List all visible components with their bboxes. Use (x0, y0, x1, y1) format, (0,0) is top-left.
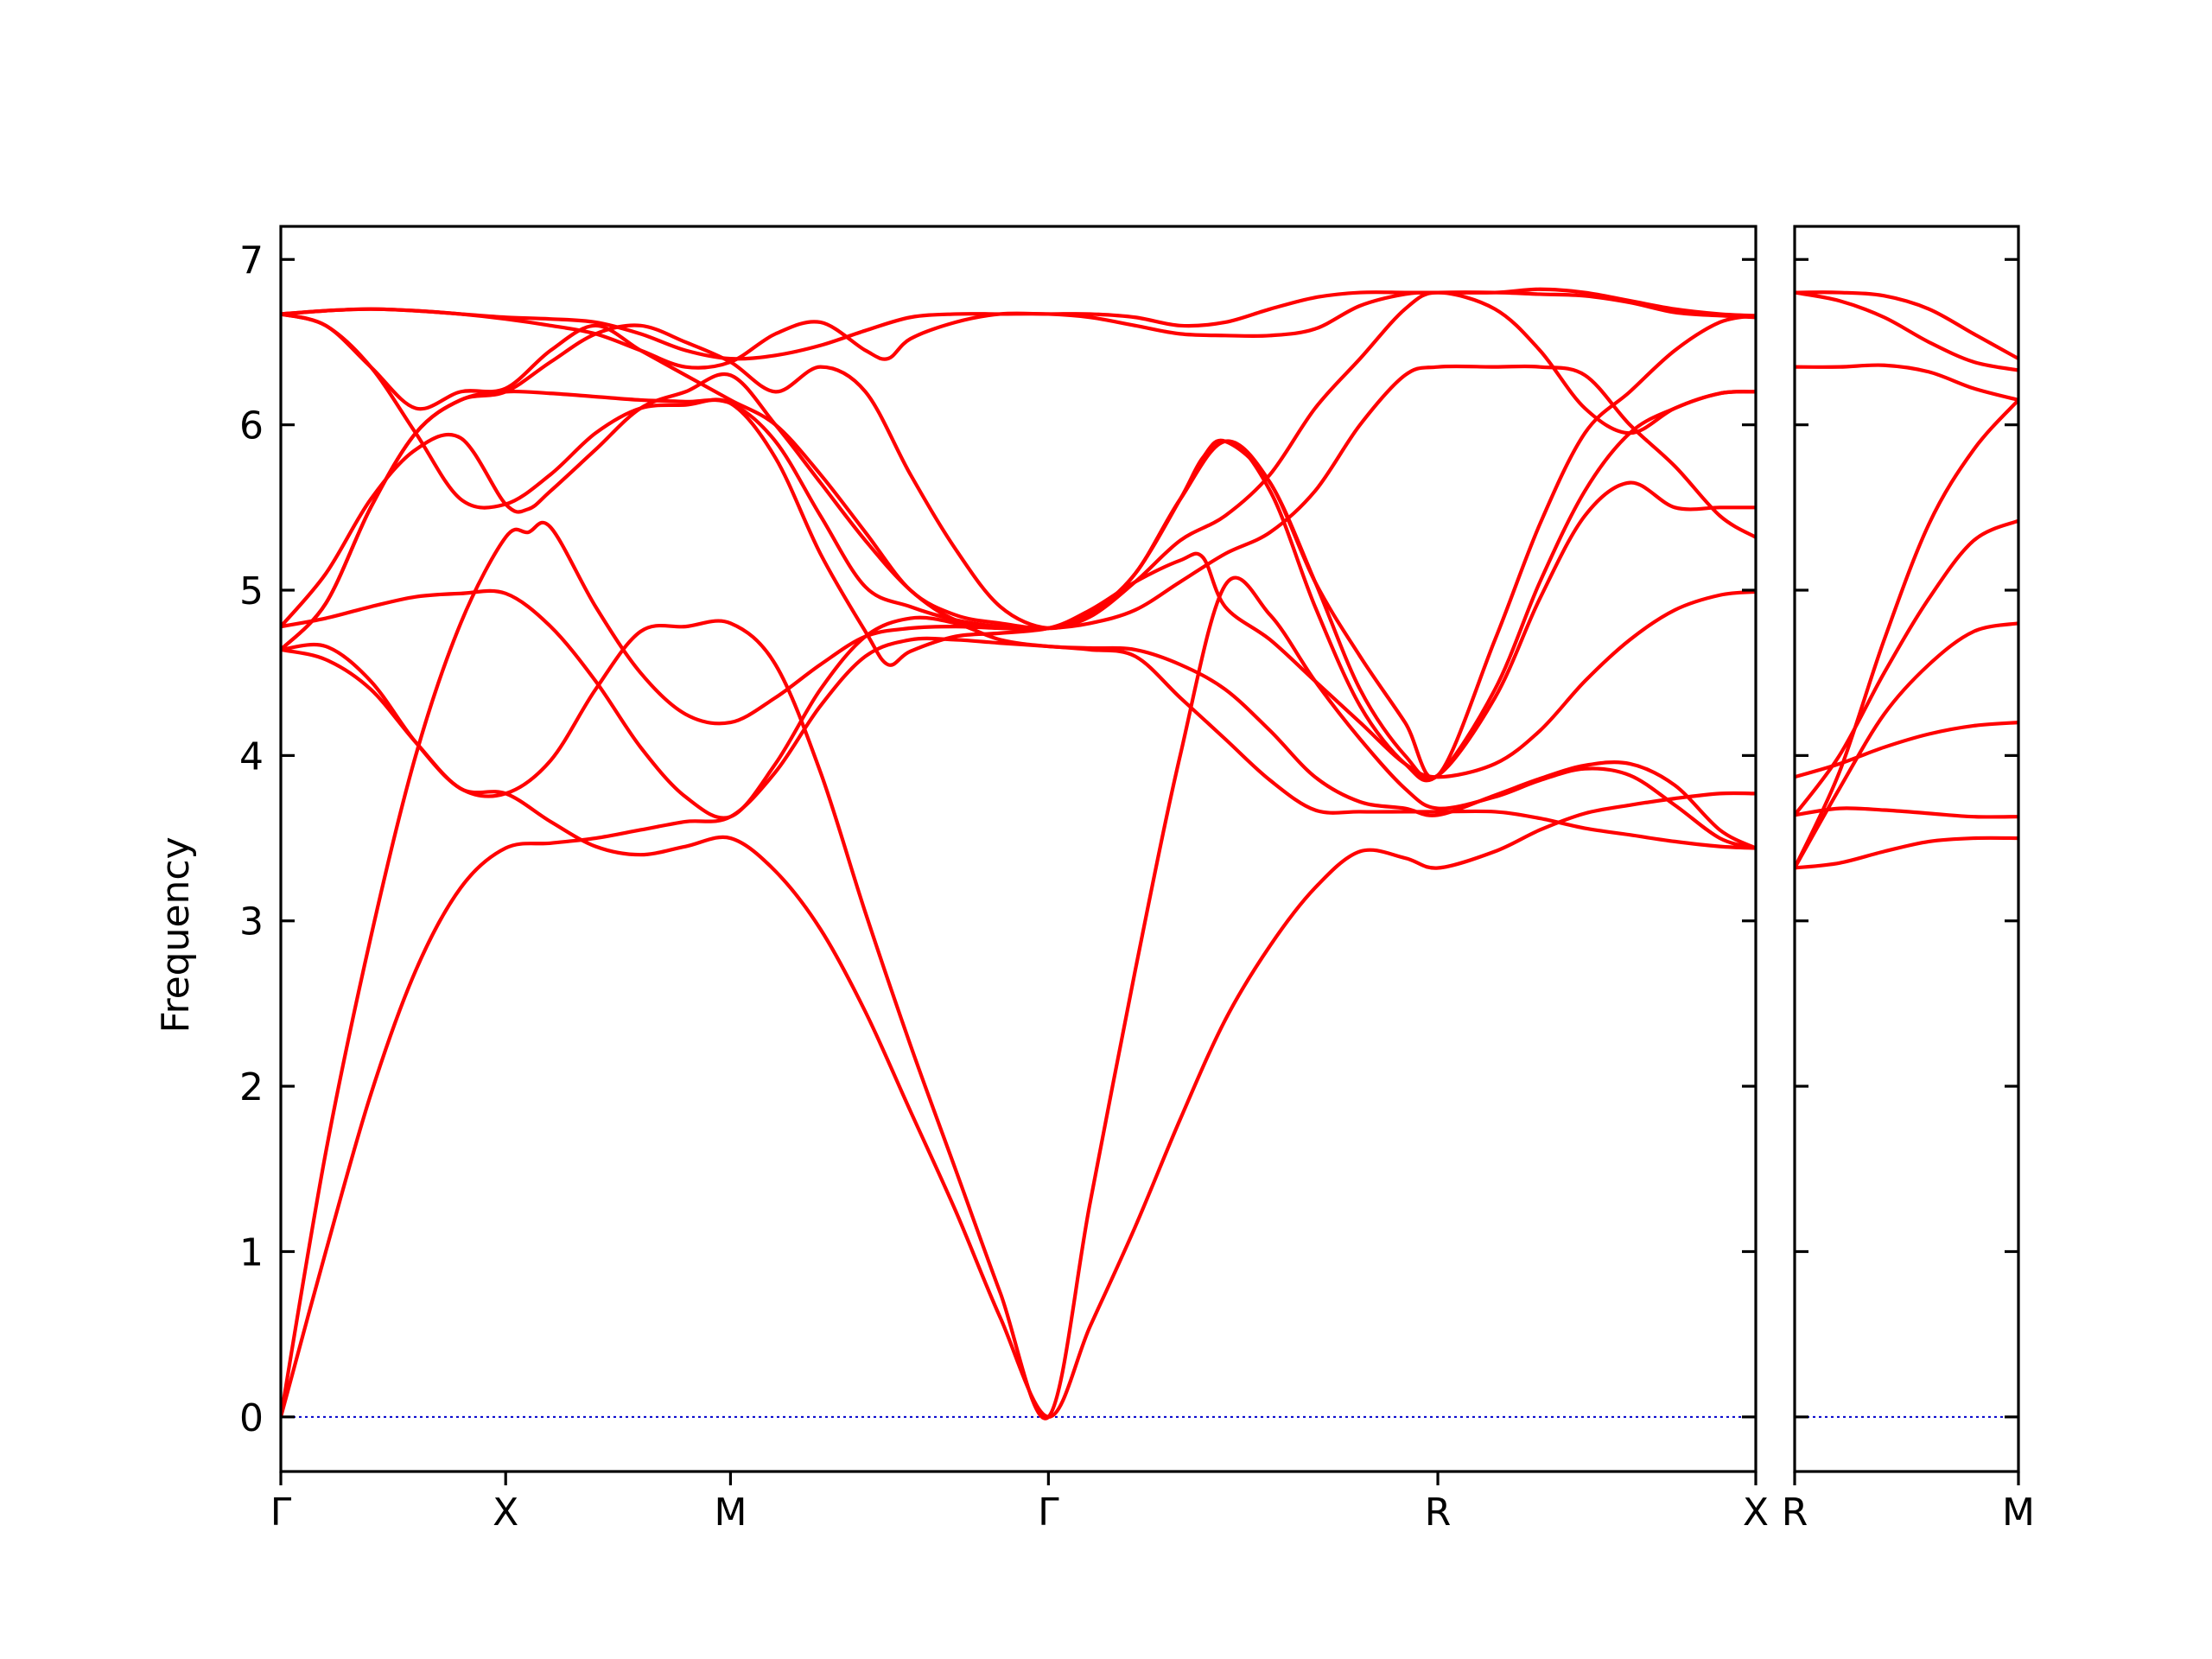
y-tick-label: 5 (239, 569, 264, 613)
band-line-4 (281, 575, 1756, 1421)
y-tick-label: 6 (239, 404, 264, 448)
band-line-8 (281, 312, 1756, 783)
y-tick-labels: 0 1 2 3 4 5 6 7 (239, 238, 264, 1440)
band-line-3 (1795, 363, 2018, 403)
band-line-7 (281, 372, 1756, 780)
x-tick-label: X (493, 1491, 518, 1535)
x-tick-label: M (714, 1491, 747, 1535)
band-line-7 (1795, 721, 2018, 779)
band-line-8 (1795, 806, 2018, 819)
band-line-1 (281, 636, 1756, 1419)
x-tick-label: Γ (1038, 1491, 1059, 1535)
x-tick-label: M (2002, 1491, 2035, 1535)
band-line-12 (281, 290, 1756, 631)
band-line-9 (1795, 836, 2018, 870)
x-tick-label: X (1743, 1491, 1769, 1535)
y-tick-label: 7 (239, 238, 264, 283)
band-line-4 (1795, 397, 2018, 870)
band-line-6 (1795, 621, 2018, 870)
y-tick-label: 4 (239, 734, 264, 779)
y-tick-label: 3 (239, 900, 264, 944)
y-tick-label: 2 (239, 1065, 264, 1109)
band-line-5 (281, 588, 1756, 850)
band-line-10 (281, 287, 1756, 370)
panel-frame (279, 225, 1758, 1473)
band-line-5 (1795, 518, 2018, 817)
band-group (1795, 290, 2018, 870)
band-line-2 (1795, 290, 2018, 372)
y-tick-label: 1 (239, 1230, 264, 1274)
y-axis-label: Frequency (154, 836, 198, 1033)
band-line-1 (1795, 290, 2018, 361)
band-group (281, 287, 1756, 1421)
panel-frame (1793, 225, 2020, 1473)
band-line-3 (281, 642, 1756, 1419)
band-line-2 (281, 520, 1756, 1419)
y-tick-label: 0 (239, 1396, 264, 1440)
x-tick-label: Γ (270, 1491, 292, 1535)
band-line-9 (281, 290, 1756, 361)
band-line-11 (281, 314, 1756, 780)
x-tick-label: R (1782, 1491, 1808, 1535)
x-tick-label: R (1425, 1491, 1452, 1535)
